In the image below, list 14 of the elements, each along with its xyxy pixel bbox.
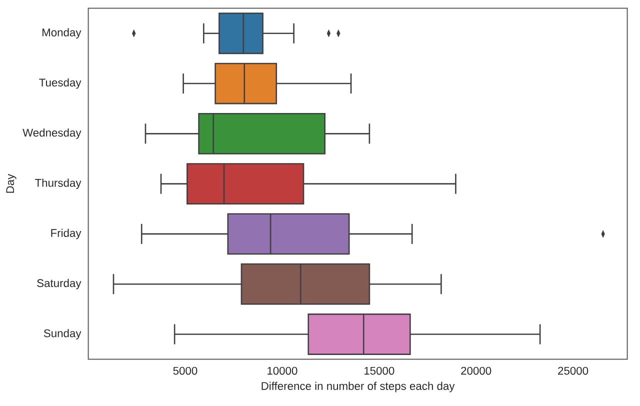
- x-tick-label: 15000: [364, 366, 394, 375]
- y-tick-label: Tuesday: [39, 78, 82, 89]
- x-tick-label: 5000: [173, 366, 198, 375]
- x-tick-label: 20000: [461, 366, 492, 375]
- y-tick-label: Friday: [51, 228, 82, 240]
- y-axis-title: Day: [6, 174, 16, 193]
- y-tick-label: Thursday: [35, 178, 82, 190]
- x-axis-title: Difference in number of steps each day: [262, 382, 455, 392]
- x-tick-label: 10000: [268, 366, 298, 375]
- y-tick-label: Monday: [42, 28, 82, 39]
- y-tick-label: Wednesday: [22, 128, 82, 139]
- y-tick-label: Sunday: [44, 329, 82, 340]
- x-tick-label: 25000: [558, 366, 588, 375]
- y-tick-label: Saturday: [37, 278, 82, 290]
